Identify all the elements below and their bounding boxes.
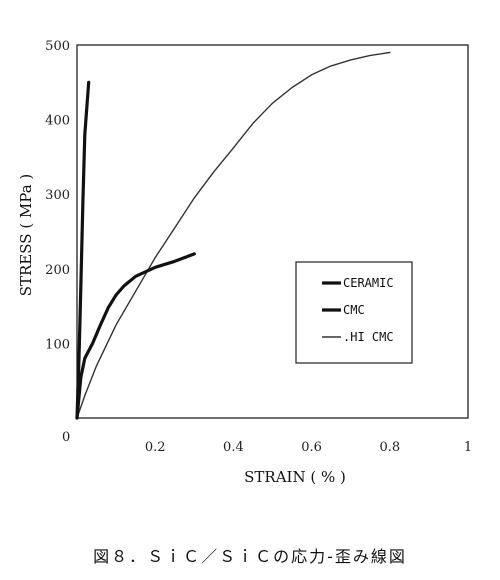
figure-caption: 図８．ＳｉＣ／ＳｉＣの応力-歪み線図 [93,547,407,566]
series-line-hi-cmc [76,51,391,419]
legend: CERAMIC CMC .HI CMC [295,261,413,364]
y-tick-label: 100 [45,337,70,352]
x-tick-label: 0.4 [223,440,244,455]
origin-label: 0 [62,430,70,445]
legend-box [295,261,413,364]
legend-items: CERAMIC CMC .HI CMC [322,276,394,344]
x-tick-label: 0.2 [145,440,166,455]
series-line-ceramic [75,80,91,420]
y-tick-label: 500 [45,39,70,54]
x-tick-label: 0.6 [301,440,322,455]
x-axis-title: STRAIN ( % ) [244,468,346,486]
y-axis-title: STRESS ( MPa ) [17,174,35,297]
y-tick-label: 300 [45,188,70,203]
series-layer [75,51,391,420]
legend-label-cmc: CMC [343,303,365,317]
series-line-cmc [75,252,196,420]
y-tick-label: 400 [45,114,70,129]
legend-label-hi-cmc: .HI CMC [343,330,394,344]
legend-label-ceramic: CERAMIC [343,276,394,290]
tick-labels: 0.2 0.4 0.6 0.8 1 100 200 300 400 500 [45,39,472,455]
x-tick-label: 1 [464,440,472,455]
y-tick-label: 200 [45,263,70,278]
x-tick-label: 0.8 [379,440,400,455]
plot-frame [76,44,469,419]
